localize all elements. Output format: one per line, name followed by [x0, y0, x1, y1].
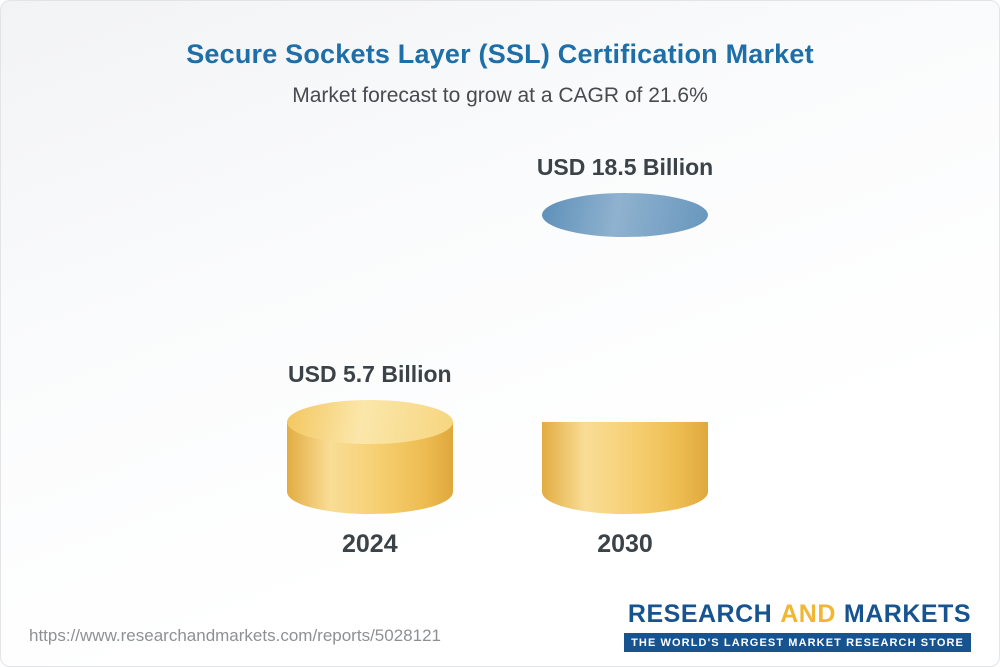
logo-word-research: RESEARCH: [627, 600, 773, 628]
value-label-2030: USD 18.5 Billion: [536, 154, 714, 180]
report-url-link[interactable]: https://www.researchandmarkets.com/repor…: [29, 626, 441, 645]
company-logo: RESEARCH AND MARKETS THE WORLD'S LARGEST…: [624, 600, 971, 652]
logo-wordmark: RESEARCH AND MARKETS: [628, 600, 971, 629]
cylinder-2030: [542, 193, 708, 514]
category-label-2024: 2024: [342, 530, 398, 558]
cylinder-2030-top-ellipse: [542, 193, 708, 237]
cylinder-2024: [286, 400, 453, 514]
bar-group-2024: USD 5.7 Billion 2024: [286, 361, 453, 559]
page-title: Secure Sockets Layer (SSL) Certification…: [186, 39, 814, 69]
logo-word-and: AND: [780, 600, 836, 628]
logo-word-markets: MARKETS: [843, 600, 971, 628]
chart-area: USD 5.7 Billion 2024 USD 18.5 Billion 20…: [1, 154, 999, 559]
value-label-2024: USD 5.7 Billion: [288, 361, 452, 387]
cylinder-2024-top-ellipse: [286, 400, 453, 444]
cyl-segment-2030-base: [542, 422, 708, 514]
logo-tagline: THE WORLD'S LARGEST MARKET RESEARCH STOR…: [624, 633, 971, 652]
category-label-2030: 2030: [597, 530, 653, 558]
cyl-segment-2030-top: [542, 215, 708, 422]
page-subtitle: Market forecast to grow at a CAGR of 21.…: [292, 84, 708, 107]
bar-group-2030: USD 18.5 Billion 2030: [537, 154, 713, 559]
